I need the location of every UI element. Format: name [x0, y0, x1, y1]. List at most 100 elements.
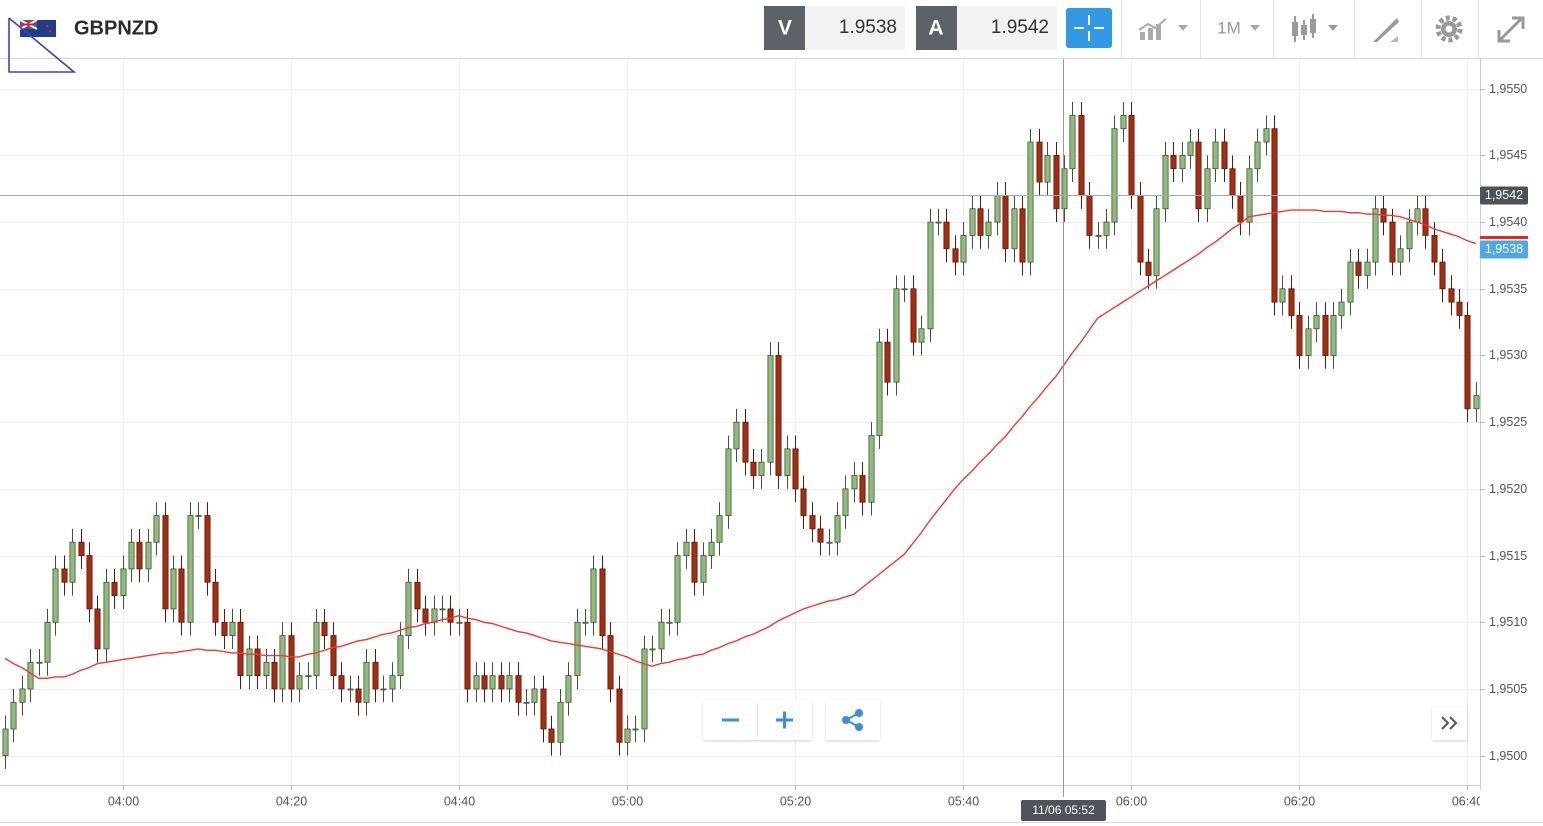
share-button[interactable]	[826, 700, 880, 740]
candle-body	[380, 688, 387, 691]
settings-button[interactable]	[1435, 15, 1463, 43]
candle-body	[750, 461, 757, 476]
candle-body	[1111, 128, 1118, 223]
candle-body	[1120, 114, 1127, 130]
candle-body	[178, 568, 185, 623]
candle-body	[195, 515, 202, 517]
candle-body	[170, 568, 177, 610]
candle-body	[1296, 315, 1303, 356]
plot-area	[2, 102, 1480, 769]
candle-body	[1414, 208, 1421, 223]
candle-body	[1011, 208, 1018, 250]
candle-body	[498, 675, 505, 690]
candle-body	[1364, 261, 1371, 276]
y-tick-label: 1,9505	[1489, 682, 1527, 696]
candle-body	[1338, 301, 1345, 316]
candle-body	[1347, 261, 1354, 303]
candle-body	[27, 661, 34, 690]
candle-body	[431, 608, 438, 623]
y-tick-label: 1,9540	[1489, 215, 1527, 229]
ask-box[interactable]: A 1.9542	[916, 6, 1057, 50]
zoom-in-button[interactable]	[776, 711, 793, 729]
price-badge	[1480, 186, 1528, 205]
candle-body	[246, 648, 253, 677]
candle-body	[279, 635, 286, 690]
bid-box[interactable]: V 1.9538	[764, 6, 905, 50]
y-tick-label: 1,9545	[1489, 148, 1527, 162]
candle-body	[624, 728, 631, 743]
symbol: GBPNZD	[74, 17, 158, 39]
candle-body	[901, 288, 908, 291]
candle-body	[237, 621, 244, 677]
candle-body	[1212, 141, 1219, 170]
candle-body	[700, 555, 707, 583]
candle-body	[1322, 315, 1329, 356]
candle-body	[338, 675, 345, 690]
candle-body	[1397, 248, 1404, 263]
candle-body	[2, 728, 9, 757]
candle-body	[44, 621, 51, 663]
drawing-button[interactable]	[1373, 18, 1399, 42]
candle-body	[1389, 221, 1396, 263]
candle-body	[658, 621, 665, 650]
candle-body	[565, 675, 572, 703]
candle-body	[187, 515, 194, 623]
candle-body	[1128, 114, 1135, 196]
candle-body	[792, 448, 799, 490]
candle-body	[851, 475, 858, 490]
candle-body	[128, 541, 135, 570]
candle-body	[952, 248, 959, 263]
chart-type-button[interactable]	[1292, 14, 1338, 42]
candle-body	[69, 541, 76, 583]
candle-body	[599, 568, 606, 636]
candle-body	[1137, 194, 1144, 263]
candle-body	[288, 635, 295, 690]
candle-body	[1195, 141, 1202, 210]
bid-price: 1.9538	[839, 17, 897, 38]
candle-body	[1187, 141, 1194, 156]
crosshair-button[interactable]	[1066, 8, 1112, 48]
candle-body	[1103, 221, 1110, 236]
candle-body	[94, 608, 101, 650]
timeframe-button[interactable]: 1M	[1217, 18, 1260, 37]
candle-body	[481, 675, 488, 690]
candle-body	[271, 661, 278, 690]
candle-body	[935, 221, 942, 224]
candle-body	[683, 541, 690, 556]
indicator-button[interactable]	[1138, 18, 1188, 40]
axes: 1,9500 1,9505 1,9510 1,9515 1,9520 1,9525 1,95…	[0, 82, 1528, 790]
candle-body	[1422, 208, 1429, 236]
candle-body	[473, 675, 480, 690]
candle-body	[927, 221, 934, 330]
candle-body	[1145, 261, 1152, 276]
candle-body	[641, 648, 648, 730]
candle-body	[86, 555, 93, 610]
candle-body	[221, 621, 228, 636]
candle-body	[1431, 235, 1438, 263]
price-badge	[1480, 240, 1528, 259]
x-tick-labels: 04:00 04:20 04:40 05:00 05:20 05:40 06:00 06:20…	[108, 794, 1480, 808]
candle-body	[893, 288, 900, 383]
candle-body	[1330, 315, 1337, 356]
fullscreen-button[interactable]	[1497, 16, 1525, 43]
candle-body	[372, 661, 379, 690]
candle-body	[742, 421, 749, 463]
y-tick-label: 1,9500	[1489, 749, 1527, 763]
x-tick-label: 06:00	[1116, 794, 1147, 808]
candle-body	[994, 194, 1001, 223]
candle-body	[1153, 208, 1160, 276]
candle-body	[1254, 141, 1261, 170]
scroll-right-button[interactable]	[1432, 707, 1467, 740]
price-label: 1,9542	[1485, 188, 1523, 202]
candle-body	[826, 541, 833, 544]
candle-body	[1179, 154, 1186, 170]
y-tick-label: 1,9525	[1489, 415, 1527, 429]
candle-body	[918, 328, 925, 343]
candle-body	[960, 235, 967, 263]
candle-body	[767, 355, 774, 463]
x-tick-label: 05:40	[948, 794, 979, 808]
crosshair-label: 11/06 05:52	[1032, 803, 1095, 817]
candle-body	[1061, 168, 1068, 210]
candle-body	[1044, 154, 1051, 183]
candle-body	[809, 515, 816, 530]
